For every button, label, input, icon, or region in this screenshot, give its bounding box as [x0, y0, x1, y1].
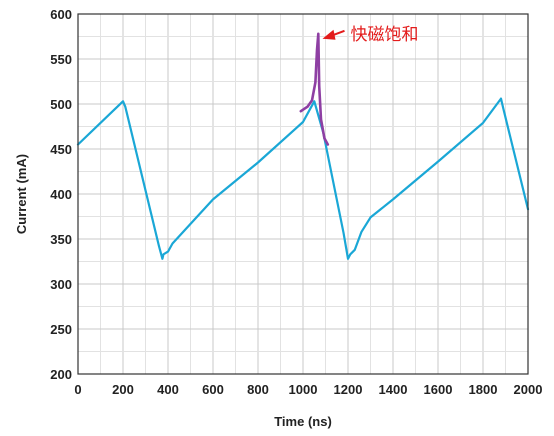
plot-frame: [77, 13, 529, 375]
annotation-label: 快磁饱和: [351, 25, 419, 45]
y-tick-label: 200: [50, 367, 72, 382]
y-tick-label: 500: [50, 97, 72, 112]
x-tick-label: 800: [247, 382, 269, 397]
y-tick-label: 350: [50, 232, 72, 247]
y-tick-label: 400: [50, 187, 72, 202]
x-tick-label: 1600: [424, 382, 453, 397]
annotation-arrow-head: [322, 29, 336, 40]
y-tick-labels: 200 250 300 350 400 450 500 550 600: [50, 7, 72, 382]
x-tick-label: 400: [157, 382, 179, 397]
x-tick-label: 0: [74, 382, 81, 397]
y-tick-label: 550: [50, 52, 72, 67]
x-tick-label: 1000: [289, 382, 318, 397]
y-tick-label: 250: [50, 322, 72, 337]
y-axis-title: Current (mA): [14, 154, 29, 234]
x-tick-label: 1800: [469, 382, 498, 397]
x-tick-label: 600: [202, 382, 224, 397]
x-tick-label: 200: [112, 382, 134, 397]
x-tick-labels: 0 200 400 600 800 1000 1200 1400 1600 1800 2000: [74, 382, 542, 397]
y-tick-label: 450: [50, 142, 72, 157]
series-line-2: [299, 32, 330, 146]
y-tick-label: 300: [50, 277, 72, 292]
series-lines: [76, 32, 530, 260]
x-tick-label: 1200: [334, 382, 363, 397]
x-tick-label: 1400: [379, 382, 408, 397]
x-axis-title: Time (ns): [274, 414, 332, 429]
y-tick-label: 600: [50, 7, 72, 22]
annotation: 快磁饱和: [322, 25, 419, 45]
x-tick-label: 2000: [514, 382, 543, 397]
